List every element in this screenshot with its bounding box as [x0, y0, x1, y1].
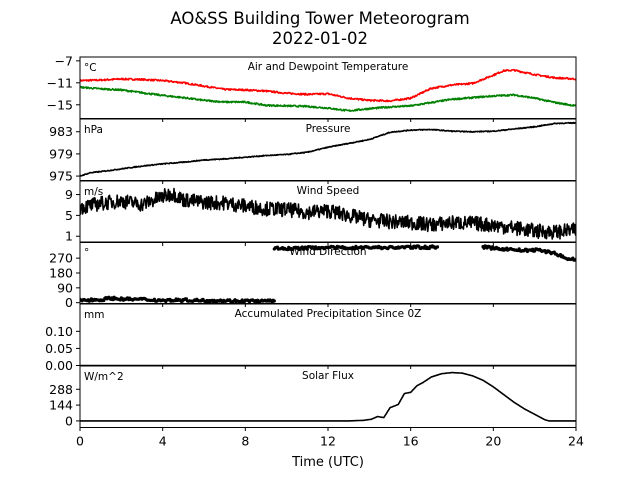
- y-tick-label: 0.10: [45, 324, 73, 339]
- series-line: [80, 85, 576, 112]
- y-tick-label: 90: [57, 280, 73, 295]
- panel-unit: hPa: [84, 124, 103, 136]
- series-line: [80, 371, 576, 422]
- y-tick-label: 0: [65, 295, 73, 310]
- panel-unit: mm: [84, 309, 104, 321]
- y-tick-label: 0: [65, 413, 73, 428]
- y-tick-label: 0.00: [45, 358, 73, 373]
- panel-5: 0.10 0.05 0.00 mm Accumulated Precipitation …: [45, 303, 577, 373]
- x-tick-label: 8: [241, 434, 249, 449]
- y-tick-label: 9: [65, 187, 73, 202]
- x-axis-label: Time (UTC): [291, 455, 364, 470]
- chart-title: AO&SS Building Tower Meteorogram: [170, 9, 469, 28]
- panel-1: −7 −11 −15 °C Air and Dewpoint Temperature: [47, 53, 577, 122]
- x-tick-label: 0: [76, 434, 84, 449]
- panel-title: Air and Dewpoint Temperature: [248, 61, 409, 73]
- y-tick-label: 979: [49, 146, 73, 161]
- wind-direction-point: [435, 245, 440, 249]
- panel-3: 9 5 1 m/s Wind Speed: [65, 180, 577, 246]
- x-tick-label: 12: [320, 434, 336, 449]
- wind-direction-point: [272, 299, 276, 303]
- x-tick-label: 20: [485, 434, 501, 449]
- y-tick-label: 144: [49, 398, 73, 413]
- y-tick-label: −15: [47, 97, 73, 112]
- panel-title: Accumulated Precipitation Since 0Z: [235, 308, 422, 320]
- panel-unit: m/s: [84, 186, 103, 198]
- panel-title: Pressure: [306, 123, 351, 135]
- wind-direction-point: [482, 246, 486, 250]
- y-tick-label: 270: [49, 251, 73, 266]
- y-tick-label: 983: [49, 124, 73, 139]
- y-tick-label: 288: [49, 382, 73, 397]
- series-line: [80, 68, 576, 103]
- panel-title: Wind Speed: [297, 185, 360, 197]
- x-axis: 0 4 8 12 16 20 24: [76, 434, 584, 449]
- panel-2: 983 979 975 hPa Pressure: [49, 118, 577, 184]
- panels-group: −7 −11 −15 °C Air and Dewpoint Temperature 98…: [45, 53, 577, 431]
- series-line: [80, 121, 576, 177]
- x-tick-label: 4: [159, 434, 167, 449]
- chart-subtitle: 2022-01-02: [272, 29, 368, 48]
- y-tick-label: −7: [55, 53, 73, 68]
- y-tick-label: −11: [47, 75, 73, 90]
- wind-direction-dots: [481, 244, 576, 262]
- y-tick-label: 1: [65, 229, 73, 244]
- y-tick-label: 5: [65, 208, 73, 223]
- y-tick-label: 180: [49, 265, 73, 280]
- wind-direction-point: [305, 247, 309, 251]
- panel-unit: °: [84, 247, 89, 259]
- y-tick-label: 0.05: [45, 341, 73, 356]
- panel-title: Wind Direction: [289, 246, 366, 258]
- x-tick-label: 16: [403, 434, 419, 449]
- panel-unit: W/m^2: [84, 371, 124, 383]
- series-line: [80, 187, 576, 240]
- x-tick-label: 24: [568, 434, 584, 449]
- y-tick-label: 975: [49, 169, 73, 184]
- wind-direction-dots: [80, 295, 276, 304]
- panel-title: Solar Flux: [302, 370, 354, 382]
- wind-direction-dots: [272, 244, 440, 252]
- panel-unit: °C: [84, 62, 97, 74]
